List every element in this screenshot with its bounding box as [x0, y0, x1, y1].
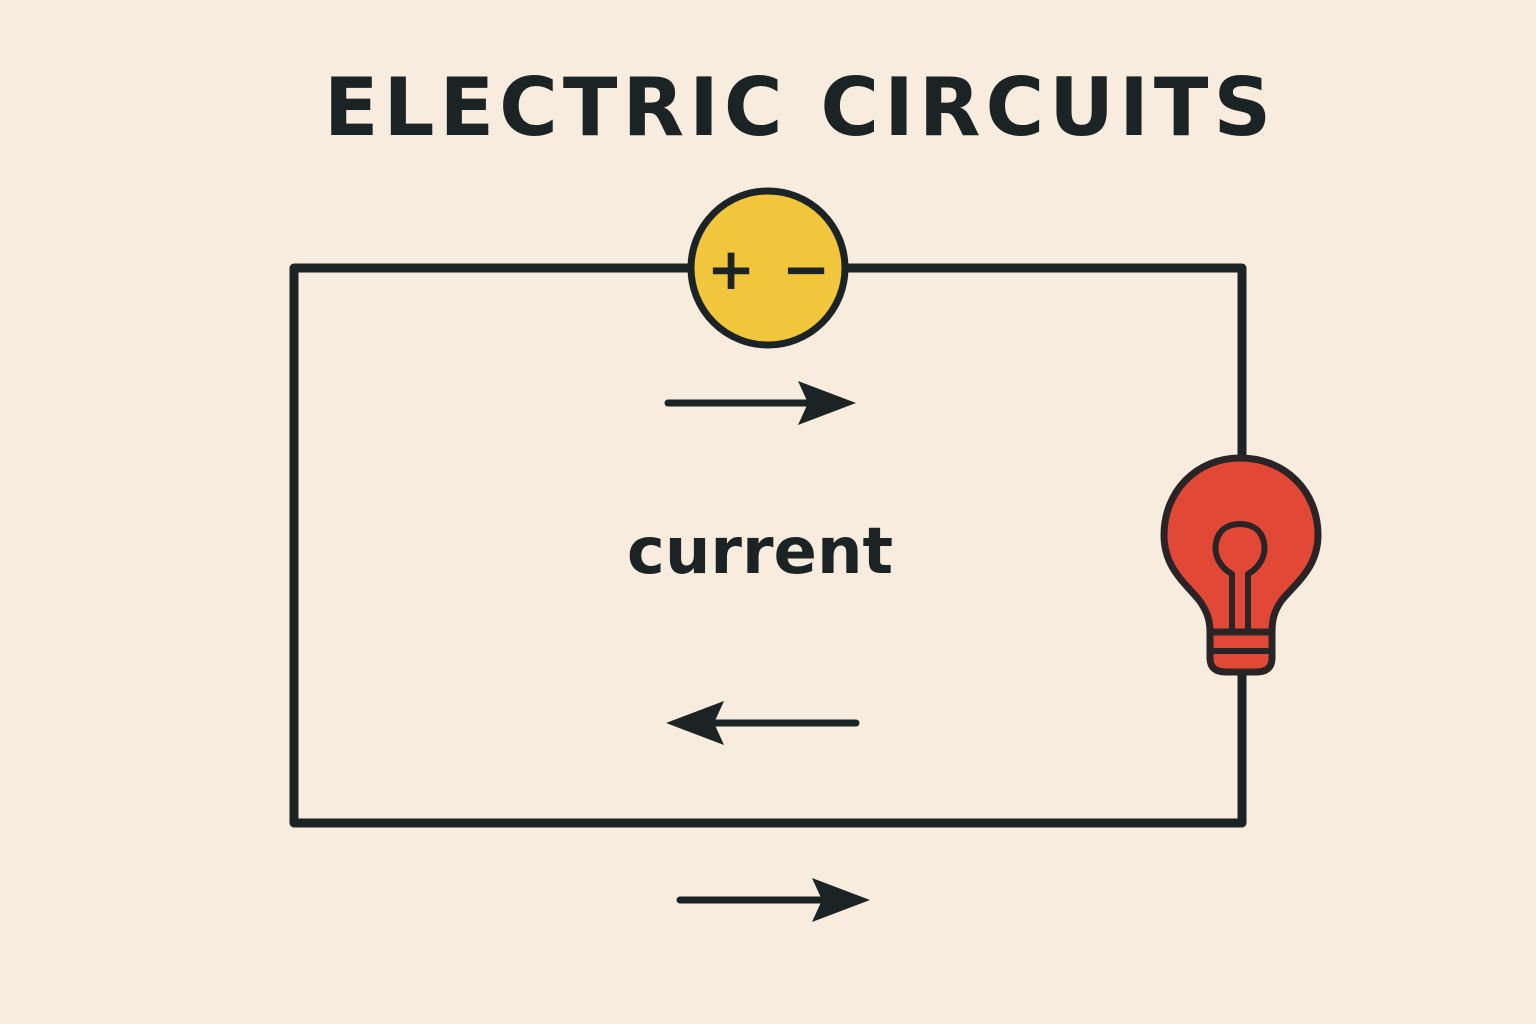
- light-bulb-icon: [1160, 454, 1322, 676]
- arrow-right-icon: [676, 878, 870, 922]
- page-title: ELECTRIC CIRCUITS: [323, 61, 1277, 154]
- battery-positive-symbol: +: [707, 235, 756, 303]
- arrow-left-icon: [666, 701, 860, 745]
- arrow-right-icon: [664, 381, 856, 425]
- wires: [289, 263, 1247, 828]
- wire-top-right: [841, 263, 1247, 463]
- current-label: current: [626, 515, 894, 589]
- battery-negative-symbol: −: [782, 235, 831, 303]
- battery-icon: + −: [687, 187, 849, 349]
- wire-top-left: [289, 263, 1247, 828]
